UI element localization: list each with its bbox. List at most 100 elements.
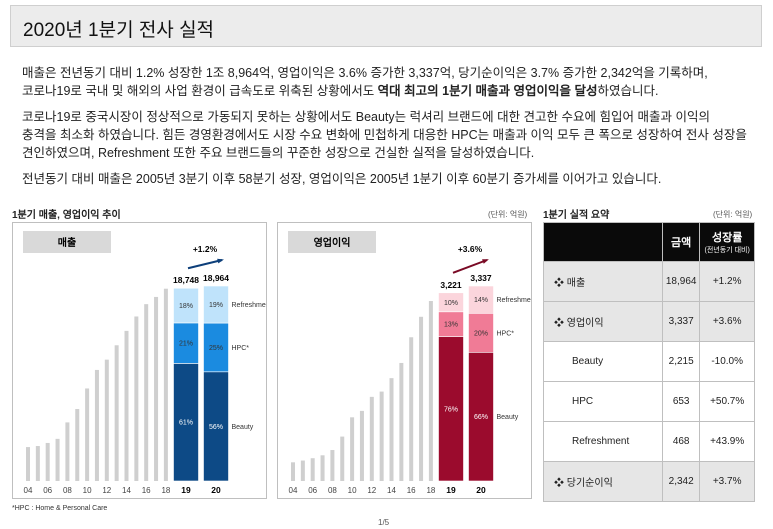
x-tick-label: 06 <box>308 486 317 495</box>
bar <box>94 369 99 481</box>
total-label: 18,748 <box>173 275 199 285</box>
segment-label: 25% <box>209 345 223 352</box>
table-cell: ❖ 매출 <box>543 261 663 302</box>
footnote: *HPC : Home & Personal Care <box>12 505 108 512</box>
chart: 영업이익 04 06 08 10 12 14 16 18 76% 13% 10% 3,221 19 66% B… <box>277 222 532 499</box>
text-run: 코로나19로 중국시장이 정상적으로 가동되지 못하는 상황에서도 Beauty… <box>22 110 710 124</box>
bar <box>163 288 168 481</box>
unit-label: (단위: 억원) <box>713 210 753 219</box>
segment-label: 66% <box>474 414 488 421</box>
table-cell: ❖ 당기순이익 <box>543 461 663 502</box>
legend-label: Beauty <box>497 414 519 421</box>
text-line: 코로나19로 중국시장이 정상적으로 가동되지 못하는 상황에서도 Beauty… <box>22 108 762 126</box>
table-row: ❖ 당기순이익 2,342 +3.7% <box>543 461 755 502</box>
x-tick-label: 16 <box>407 486 416 495</box>
table-cell: +3.6% <box>699 301 755 342</box>
title-bar: 2020년 1분기 전사 실적 <box>10 5 762 47</box>
text-line: 전년동기 대비 매출은 2005년 3분기 이후 58분기 성장, 영업이익은 … <box>22 170 762 188</box>
table-cell: 3,337 <box>661 301 701 342</box>
bar-segment <box>203 285 229 324</box>
x-tick-label: 16 <box>142 486 151 495</box>
chart-tab <box>23 231 111 253</box>
x-tick-label: 08 <box>328 486 337 495</box>
table-cell: 468 <box>661 421 701 462</box>
table-cell: -10.0% <box>699 341 755 382</box>
chart-title: 영업이익 <box>314 236 351 249</box>
x-tick-label: 08 <box>63 486 72 495</box>
table-cell: 2,342 <box>661 461 701 502</box>
x-tick-label: 18 <box>426 486 435 495</box>
table-cell: +50.7% <box>699 381 755 422</box>
table-cell: +43.9% <box>699 421 755 462</box>
bar <box>310 458 315 481</box>
bar <box>389 378 394 481</box>
segment-label: 18% <box>179 303 193 310</box>
bar-segment <box>173 322 199 364</box>
bar <box>104 359 109 481</box>
section-title: 1분기 실적 요약 <box>543 210 610 221</box>
segment-label: 56% <box>209 424 223 431</box>
legend-label: HPC* <box>232 345 250 352</box>
x-tick-label: 19 <box>446 485 456 495</box>
arrow-head <box>482 259 489 264</box>
bar <box>330 450 335 481</box>
bar <box>75 409 80 481</box>
header-cell: 금액 <box>661 222 701 262</box>
bar <box>45 442 50 481</box>
text-line: 매출은 전년동기 대비 1.2% 성장한 1조 8,964억, 영업이익은 3.… <box>22 64 762 82</box>
x-tick-label: 19 <box>181 485 191 495</box>
bar <box>320 455 325 481</box>
bar <box>428 301 433 481</box>
table-cell: 18,964 <box>661 261 701 302</box>
text-run: 하였습니다. <box>597 84 659 98</box>
bar-segment <box>438 292 464 313</box>
bar <box>419 316 424 481</box>
bar <box>409 337 414 481</box>
bar <box>134 316 139 481</box>
table-cell: ❖ 영업이익 <box>543 301 663 342</box>
bar <box>291 462 295 481</box>
bar <box>26 447 30 481</box>
chart-tab <box>288 231 376 253</box>
table-cell: HPC <box>543 381 663 422</box>
text-run: 역대 최고의 1분기 매출과 영업이익을 달성 <box>377 84 598 98</box>
table-row: ❖ 매출 18,964 +1.2% <box>543 261 755 302</box>
bar <box>144 304 149 481</box>
x-tick-label: 06 <box>43 486 52 495</box>
x-tick-label: 04 <box>24 486 33 495</box>
x-tick-label: 12 <box>367 486 376 495</box>
table-cell: Beauty <box>543 341 663 382</box>
text-run: 충격을 최소화 하였습니다. 힘든 경영환경에서도 시장 수요 변화에 민첩하게… <box>22 128 747 142</box>
legend-label: Refreshment <box>497 297 533 304</box>
segment-label: 13% <box>444 322 458 329</box>
bar-segment <box>438 336 464 482</box>
segment-label: 10% <box>444 300 458 307</box>
x-tick-label: 10 <box>348 486 357 495</box>
bar <box>124 330 129 481</box>
bar-segment <box>173 287 199 324</box>
page-title: 2020년 1분기 전사 실적 <box>23 20 215 41</box>
table-row: Beauty 2,215 -10.0% <box>543 341 755 382</box>
table-cell: +3.7% <box>699 461 755 502</box>
bar <box>65 422 70 481</box>
legend-label: Beauty <box>232 424 254 431</box>
arrow-head <box>217 258 224 264</box>
segment-label: 76% <box>444 406 458 413</box>
x-tick-label: 10 <box>83 486 92 495</box>
legend-label: HPC* <box>497 330 515 337</box>
bar <box>369 396 374 481</box>
segment-label: 21% <box>179 341 193 348</box>
bar-segment <box>438 311 464 337</box>
segment-label: 14% <box>474 297 488 304</box>
bar <box>300 460 305 481</box>
x-tick-label: 04 <box>289 486 298 495</box>
text-run: 코로나19로 국내 및 해외의 사업 환경이 급속도로 위축된 상황에서도 <box>22 84 378 98</box>
text-run: 전년동기 대비 매출은 2005년 3분기 이후 58분기 성장, 영업이익은 … <box>22 172 662 186</box>
bar <box>399 362 404 481</box>
bar-segment <box>203 371 229 482</box>
text-line: 견인하였으며, Refreshment 또한 주요 브랜드들의 꾸준한 성장으로… <box>22 144 762 162</box>
growth-label: +3.6% <box>458 244 483 254</box>
text-line: 충격을 최소화 하였습니다. 힘든 경영환경에서도 시장 수요 변화에 민첩하게… <box>22 126 762 144</box>
chart: 매출 04 06 08 10 12 14 16 18 61% 21% 18% 18,748 19 56% Be… <box>12 222 267 499</box>
summary-table: 금액 성장률 (전년동기 대비) ❖ 매출 18,964 +1.2% ❖ 영업이익 3,3… <box>543 222 755 502</box>
